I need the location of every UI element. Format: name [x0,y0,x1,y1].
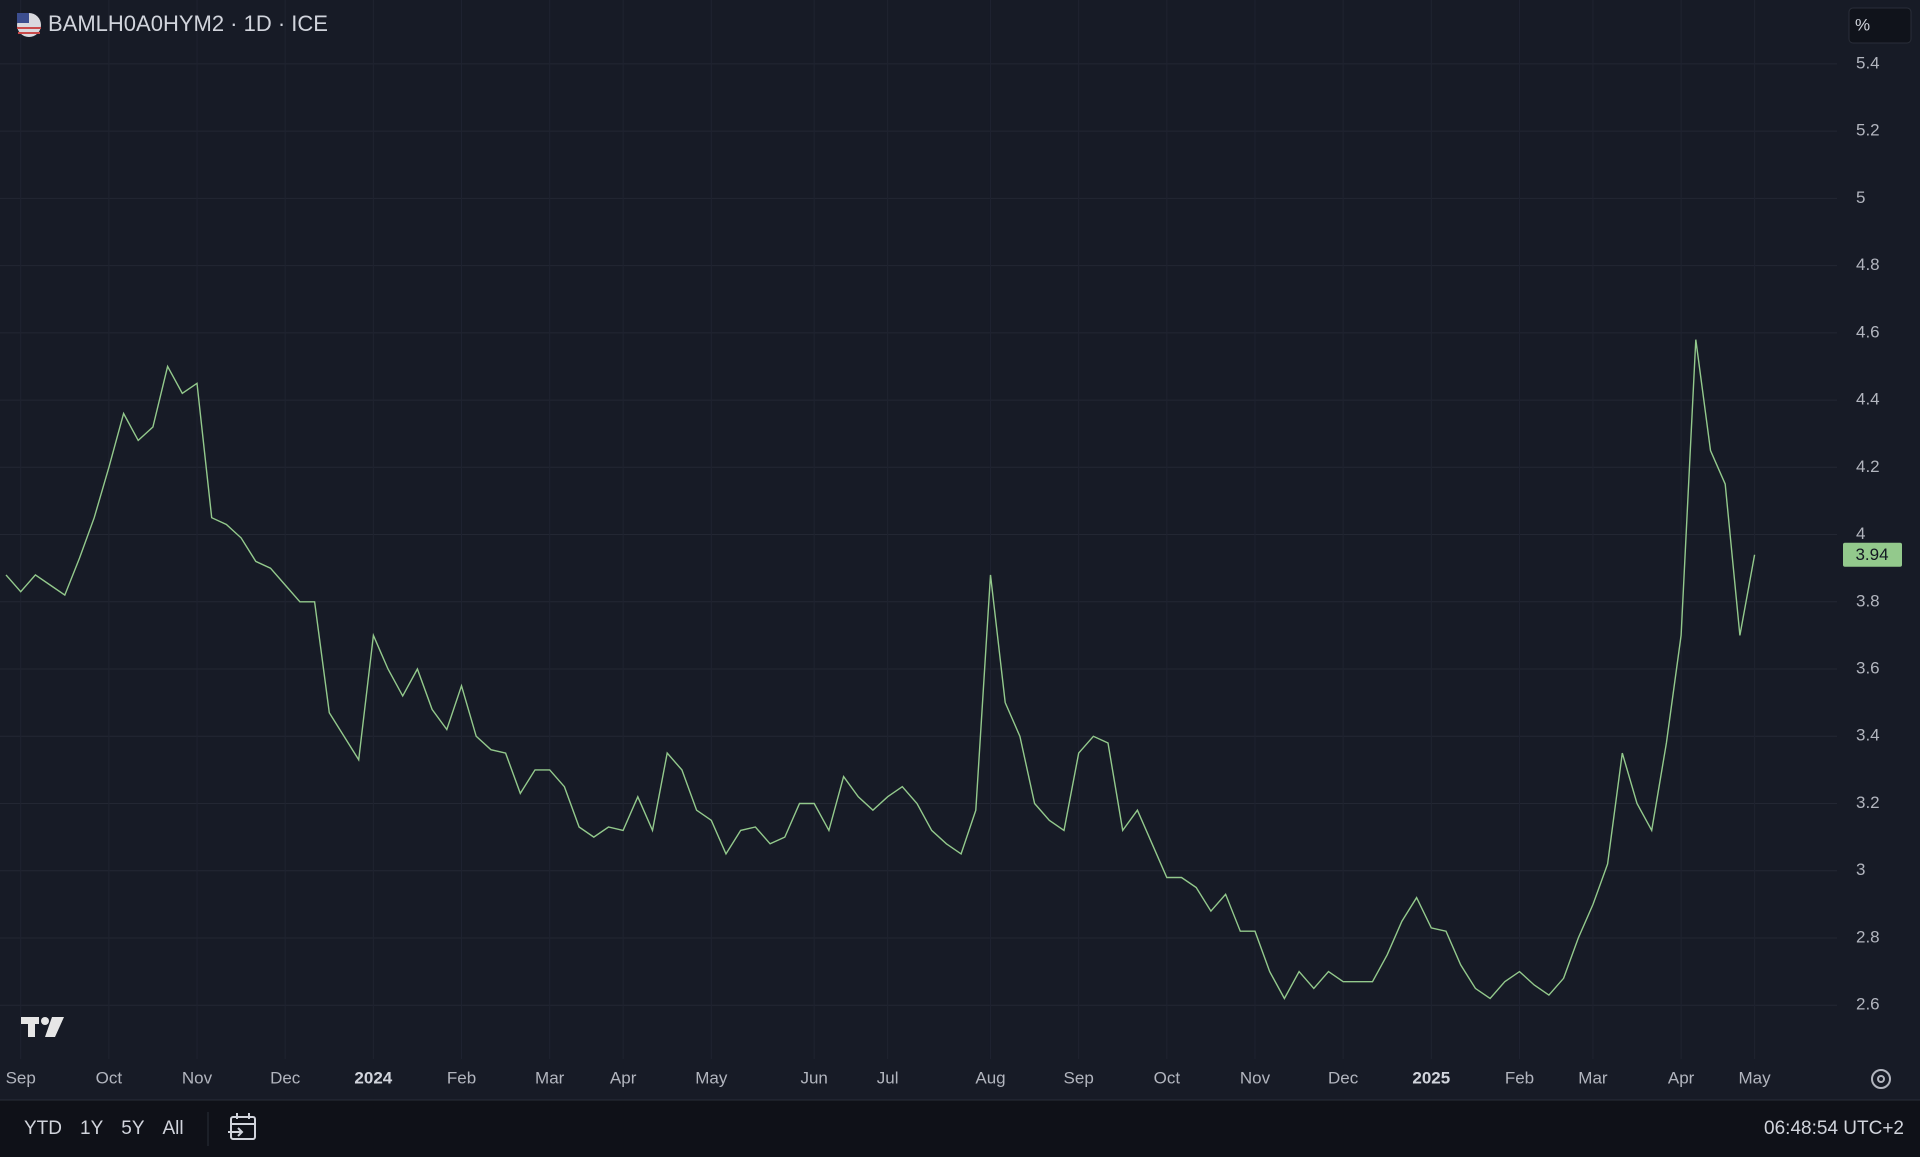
line-series [5,339,1756,1000]
y-tick-label: 4.4 [1856,390,1880,409]
chart-title: BAMLH0A0HYM2 · 1D · ICE [48,11,328,36]
y-tick-label: 3.6 [1856,659,1880,678]
x-tick-label: Dec [270,1068,301,1087]
range-button[interactable]: 1Y [80,1118,104,1139]
y-tick-label: 3.4 [1856,726,1880,745]
goto-date-icon[interactable] [228,1113,256,1140]
x-tick-label: 2025 [1412,1068,1450,1087]
x-tick-label: May [695,1068,728,1087]
flag-canton [17,13,29,23]
x-tick-label: Dec [1328,1068,1359,1087]
y-tick-label: 4.2 [1856,457,1880,476]
x-tick-label: Mar [1578,1068,1608,1087]
x-tick-label: Jul [877,1068,899,1087]
x-tick-label: Nov [1240,1068,1271,1087]
range-button[interactable]: YTD [24,1118,62,1139]
x-tick-label: Mar [535,1068,565,1087]
last-value-badge [1843,542,1902,567]
tradingview-logo [21,1017,64,1037]
y-tick-label: 4.8 [1856,255,1880,274]
plot [5,339,1756,1000]
x-tick-label: May [1739,1068,1772,1087]
x-tick-label: Apr [1668,1068,1695,1087]
x-tick-label: Apr [610,1068,637,1087]
chart-background [0,0,1920,1100]
x-tick-label: Feb [447,1068,476,1087]
unit-label[interactable]: % [1855,15,1870,34]
y-tick-label: 3 [1856,860,1865,879]
range-buttons: YTD 1Y 5Y All [24,1118,184,1139]
settings-icon[interactable] [1871,1069,1891,1089]
y-tick-label: 5 [1856,188,1865,207]
y-tick-label: 4 [1856,524,1865,543]
toolbar [0,1100,1920,1157]
y-tick-label: 5.2 [1856,121,1880,140]
x-tick-label: Nov [182,1068,213,1087]
y-tick-label: 4.6 [1856,322,1880,341]
range-button[interactable]: All [163,1118,184,1139]
grid [0,63,1837,1006]
unit-button[interactable] [1848,7,1912,44]
x-tick-label: Sep [1064,1068,1094,1087]
x-tick-label: Sep [6,1068,36,1087]
clock: 06:48:54 UTC+2 [1764,1118,1904,1139]
x-tick-label: Jun [800,1068,827,1087]
x-tick-label: Aug [975,1068,1005,1087]
x-tick-label: Feb [1505,1068,1534,1087]
x-tick-label: 2024 [354,1068,392,1087]
y-tick-label: 2.6 [1856,995,1880,1014]
last-value-label: 3.94 [1855,545,1888,564]
x-tick-label: Oct [96,1068,123,1087]
y-tick-label: 5.4 [1856,53,1880,72]
range-button[interactable]: 5Y [121,1118,145,1139]
y-tick-label: 2.8 [1856,927,1880,946]
x-tick-label: Oct [1154,1068,1181,1087]
y-tick-label: 3.8 [1856,591,1880,610]
y-tick-label: 3.2 [1856,793,1880,812]
